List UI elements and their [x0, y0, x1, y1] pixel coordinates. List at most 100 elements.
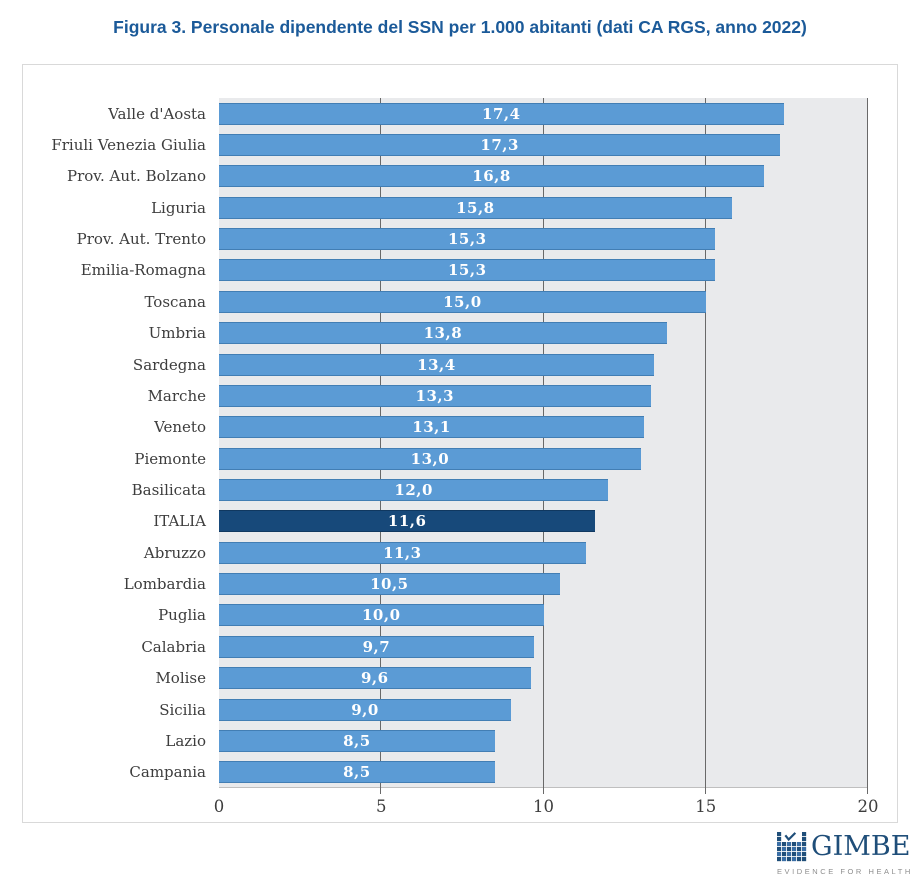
bar-row: Calabria 9,7	[23, 631, 868, 663]
category-label: Sicilia	[23, 693, 219, 726]
x-tick-mark	[704, 788, 706, 794]
bar-value-label: 17,3	[480, 136, 519, 155]
bar-region: 15,0	[219, 290, 706, 313]
bar-row: Puglia 10,0	[23, 599, 868, 632]
bar-track: 11,6	[219, 506, 868, 537]
bar-row: ITALIA 11,6	[23, 505, 868, 538]
x-tick-label: 10	[533, 797, 554, 816]
x-tick-mark	[380, 788, 382, 794]
bar-row: Basilicata 12,0	[23, 474, 868, 506]
category-label: Calabria	[23, 631, 219, 663]
bar-value-label: 15,0	[443, 292, 482, 311]
bar-value-label: 9,7	[362, 637, 391, 656]
bar-region: 10,5	[219, 573, 560, 596]
bar-track: 13,1	[219, 412, 868, 443]
bar-region: 12,0	[219, 478, 609, 501]
bar-value-label: 16,8	[472, 167, 511, 186]
bar-region: 13,3	[219, 384, 651, 407]
bar-row: Marche 13,3	[23, 380, 868, 412]
x-tick-label: 20	[857, 797, 879, 816]
category-label: Piemonte	[23, 442, 219, 475]
category-label: Valle d'Aosta	[23, 98, 219, 130]
bar-track: 13,3	[219, 380, 868, 411]
bar-row: Prov. Aut. Trento 15,3	[23, 223, 868, 255]
bar-value-label: 11,3	[383, 543, 422, 562]
page-title: Figura 3. Personale dipendente del SSN p…	[113, 17, 807, 37]
chart-frame: Valle d'Aosta 17,4 Friuli Venezia Giulia 17…	[22, 64, 898, 823]
bar-row: Lombardia 10,5	[23, 568, 868, 600]
bar-track: 10,5	[219, 568, 868, 599]
bar-track: 15,3	[219, 223, 868, 254]
bar-value-label: 13,1	[412, 418, 451, 437]
bar-track: 17,3	[219, 129, 868, 160]
bar-value-label: 12,0	[394, 480, 433, 499]
x-tick-label: 0	[213, 797, 225, 816]
bar-value-label: 8,5	[343, 731, 371, 750]
bar-region: 13,1	[219, 416, 645, 439]
bar-track: 11,3	[219, 537, 868, 568]
category-label: Toscana	[23, 286, 219, 318]
bar-value-label: 17,4	[482, 104, 521, 123]
bar-row: Lazio 8,5	[23, 725, 868, 757]
category-label: Friuli Venezia Giulia	[23, 129, 219, 161]
bar-row: Liguria 15,8	[23, 192, 868, 224]
bar-region: 10,0	[219, 604, 544, 627]
category-label: Puglia	[23, 599, 219, 632]
gimbe-logo-tagline: EVIDENCE FOR HEALTH	[777, 867, 913, 876]
bar-row: Sardegna 13,4	[23, 348, 868, 381]
category-label: Veneto	[23, 411, 219, 443]
bar-value-label: 8,5	[343, 763, 371, 782]
category-label: Molise	[23, 662, 219, 694]
bar-track: 8,5	[219, 725, 868, 756]
bar-row: Piemonte 13,0	[23, 442, 868, 475]
category-label: Lazio	[23, 725, 219, 757]
bar-track: 9,0	[219, 694, 868, 725]
bar-region: 13,8	[219, 322, 667, 345]
bar-row: Abruzzo 11,3	[23, 537, 868, 569]
bar-row: Sicilia 9,0	[23, 693, 868, 726]
bar-value-label: 13,3	[415, 386, 455, 405]
bar-value-label: 11,6	[387, 512, 427, 531]
category-label: Marche	[23, 380, 219, 412]
bar-track: 13,8	[219, 318, 868, 349]
gridline-20	[867, 98, 868, 794]
bar-region: 9,6	[219, 667, 531, 690]
category-label: Basilicata	[23, 474, 219, 506]
bar-row: Campania 8,5	[23, 756, 868, 788]
bar-track: 12,0	[219, 474, 868, 505]
bar-region: 13,4	[219, 353, 654, 376]
bar-track: 9,6	[219, 662, 868, 693]
bar-region: 8,5	[219, 761, 495, 784]
bar-row: Toscana 15,0	[23, 286, 868, 318]
bar-row: Molise 9,6	[23, 662, 868, 694]
gimbe-logo-icon	[777, 832, 807, 866]
category-label: Emilia-Romagna	[23, 254, 219, 287]
category-label: Lombardia	[23, 568, 219, 600]
bar-value-label: 9,6	[360, 669, 389, 688]
bar-row: Veneto 13,1	[23, 411, 868, 443]
gimbe-logo-text: GIMBE	[811, 831, 911, 862]
bar-track: 10,0	[219, 600, 868, 631]
bar-row: Emilia-Romagna 15,3	[23, 254, 868, 287]
bar-region: 9,0	[219, 698, 512, 721]
category-label: Abruzzo	[23, 537, 219, 569]
bar-value-label: 13,0	[410, 449, 450, 468]
bar-track: 15,0	[219, 286, 868, 317]
bar-track: 8,5	[219, 757, 868, 788]
x-tick-label: 5	[376, 797, 387, 816]
bar-value-label: 10,5	[370, 575, 409, 594]
gridline-15	[704, 98, 706, 794]
category-label: Liguria	[23, 192, 219, 224]
category-label: Prov. Aut. Trento	[23, 223, 219, 255]
category-label: ITALIA	[23, 505, 219, 538]
bar-row: Valle d'Aosta 17,4	[23, 98, 868, 130]
bar-track: 13,4	[219, 349, 868, 380]
bar-region: 15,3	[219, 259, 716, 282]
bar-region: 17,4	[219, 102, 784, 125]
bar-track: 16,8	[219, 161, 868, 192]
bar-region: 8,5	[219, 729, 495, 752]
bar-region: 15,3	[219, 228, 716, 251]
gridline-10	[542, 98, 544, 794]
bar-track: 15,3	[219, 255, 868, 286]
category-label: Campania	[23, 756, 219, 788]
